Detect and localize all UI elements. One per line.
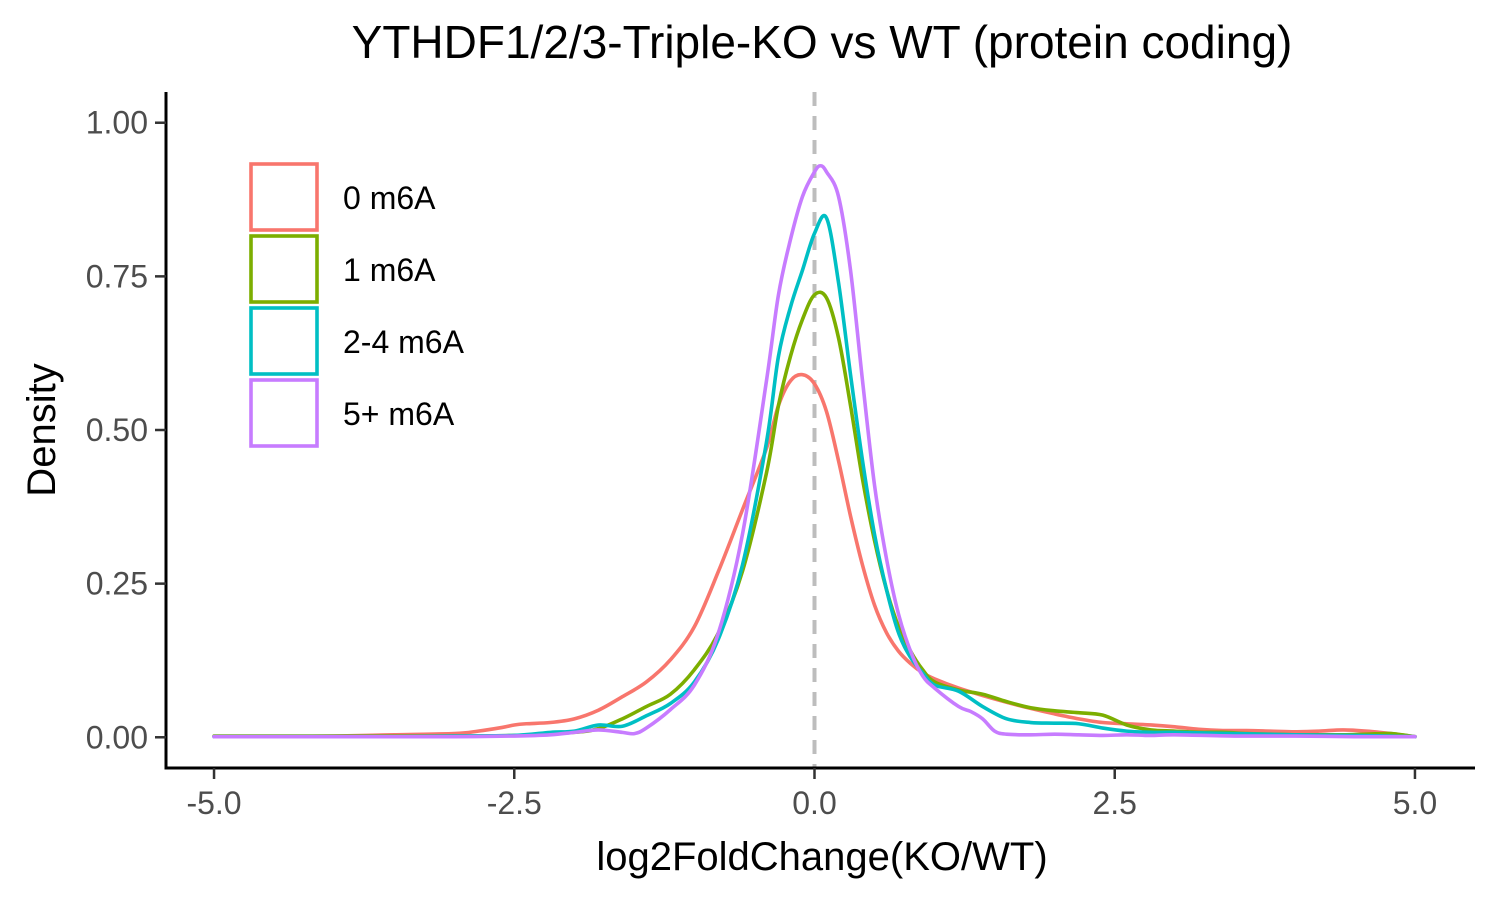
- axis-layer: 0.00 0.25 0.50 0.75 1.00 -5.0 -2.5 0.0 2.5 5.0: [86, 92, 1475, 821]
- y-tick-label: 0.75: [86, 258, 148, 294]
- legend: 0 m6A 1 m6A 2-4 m6A 5+ m6A: [249, 162, 465, 448]
- y-tick-label: 0.25: [86, 566, 148, 602]
- density-curve-3: [212, 213, 1417, 739]
- x-tick-label: 0.0: [792, 785, 836, 821]
- series-layer: [212, 163, 1417, 739]
- x-tick-label: 2.5: [1092, 785, 1136, 821]
- legend-label: 5+ m6A: [343, 396, 455, 432]
- y-tick-label: 0.00: [86, 719, 148, 755]
- chart-title: YTHDF1/2/3-Triple-KO vs WT (protein codi…: [352, 16, 1293, 68]
- density-curve-4: [212, 163, 1417, 739]
- legend-key-4: [249, 378, 319, 448]
- y-axis-label: Density: [20, 363, 64, 496]
- legend-label: 1 m6A: [343, 252, 436, 288]
- legend-key-2: [249, 234, 319, 304]
- y-tick-label: 0.50: [86, 412, 148, 448]
- x-tick-label: -5.0: [186, 785, 241, 821]
- x-axis-label: log2FoldChange(KO/WT): [596, 835, 1047, 879]
- x-tick-label: 5.0: [1393, 785, 1437, 821]
- legend-label: 2-4 m6A: [343, 324, 465, 360]
- y-tick-label: 1.00: [86, 105, 148, 141]
- x-tick-label: -2.5: [487, 785, 542, 821]
- legend-label: 0 m6A: [343, 180, 436, 216]
- legend-key-1: [249, 162, 319, 232]
- density-curve-1: [212, 372, 1417, 739]
- legend-key-3: [249, 306, 319, 376]
